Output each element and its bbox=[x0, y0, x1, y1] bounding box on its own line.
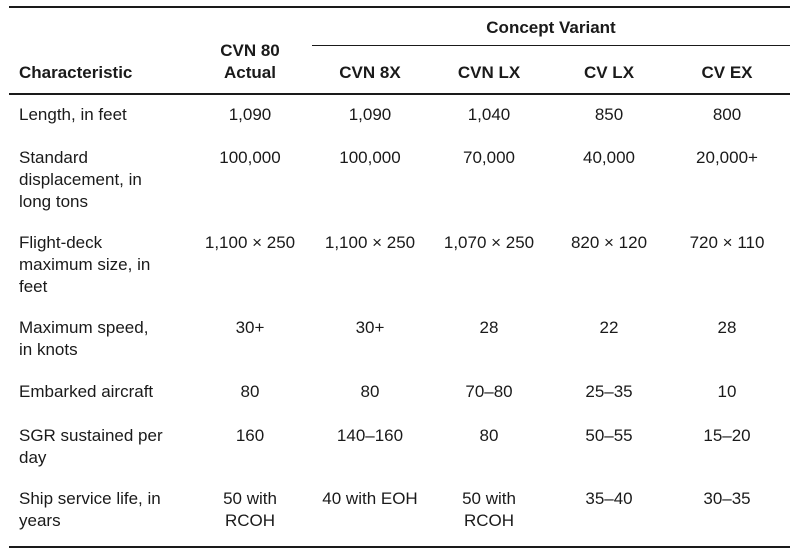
concept-variant-span-rule bbox=[312, 45, 790, 46]
table-cell: 70,000 bbox=[463, 148, 515, 167]
table-cell: 40 with EOH bbox=[322, 489, 418, 508]
table-bottom-rule bbox=[9, 546, 790, 548]
concept-variant-header: Concept Variant bbox=[486, 18, 616, 37]
column-header: CV LX bbox=[583, 63, 635, 82]
table-cell: 30–35 bbox=[703, 489, 751, 508]
table-cell: 28 bbox=[717, 318, 737, 337]
table-cell: 28 bbox=[479, 318, 499, 337]
table-cell: 800 bbox=[712, 105, 742, 124]
table-cell: 100,000 bbox=[219, 148, 281, 167]
table-cell: 1,090 bbox=[348, 105, 392, 124]
characteristic-header: Characteristic bbox=[19, 63, 133, 82]
table-cell: 30+ bbox=[355, 318, 385, 337]
table-cell: 1,100 × 250 bbox=[324, 233, 416, 252]
column-header: CV EX bbox=[701, 63, 753, 82]
table-cell: 35–40 bbox=[585, 489, 633, 508]
table-cell: 70–80 bbox=[465, 382, 513, 401]
column-header: CVN 8X bbox=[339, 63, 401, 82]
table-cell: 50–55 bbox=[585, 426, 633, 445]
table-header-rule bbox=[9, 93, 790, 95]
table-cell: 80 bbox=[479, 426, 499, 445]
table-top-rule bbox=[9, 6, 790, 8]
row-label: Flight-deck maximum size, in feet bbox=[19, 233, 151, 296]
table-cell: 40,000 bbox=[583, 148, 635, 167]
table-cell: 140–160 bbox=[336, 426, 404, 445]
table-cell: 20,000+ bbox=[696, 148, 758, 167]
column-header: CVN LX bbox=[457, 63, 521, 82]
row-label: Ship service life, in years bbox=[19, 489, 161, 530]
row-label: Standard displacement, in long tons bbox=[19, 148, 142, 211]
table-cell: 1,090 bbox=[228, 105, 272, 124]
column-header: CVN 80 Actual bbox=[220, 41, 280, 82]
table-cell: 820 × 120 bbox=[570, 233, 648, 252]
table-cell: 22 bbox=[599, 318, 619, 337]
table-cell: 25–35 bbox=[585, 382, 633, 401]
table-cell: 30+ bbox=[235, 318, 265, 337]
table-cell: 15–20 bbox=[703, 426, 751, 445]
table-cell: 100,000 bbox=[339, 148, 401, 167]
table-cell: 1,040 bbox=[467, 105, 511, 124]
table-cell: 850 bbox=[594, 105, 624, 124]
table-cell: 50 with RCOH bbox=[223, 489, 277, 530]
row-label: Length, in feet bbox=[19, 105, 127, 124]
table-cell: 80 bbox=[240, 382, 260, 401]
table-cell: 10 bbox=[717, 382, 737, 401]
row-label: Maximum speed, in knots bbox=[19, 318, 149, 359]
table-cell: 720 × 110 bbox=[689, 233, 765, 252]
table-cell: 160 bbox=[235, 426, 265, 445]
table-cell: 80 bbox=[360, 382, 380, 401]
table-cell: 1,100 × 250 bbox=[204, 233, 296, 252]
table-cell: 50 with RCOH bbox=[462, 489, 516, 530]
table-cell: 1,070 × 250 bbox=[443, 233, 535, 252]
row-label: SGR sustained per day bbox=[19, 426, 163, 467]
row-label: Embarked aircraft bbox=[19, 382, 154, 401]
